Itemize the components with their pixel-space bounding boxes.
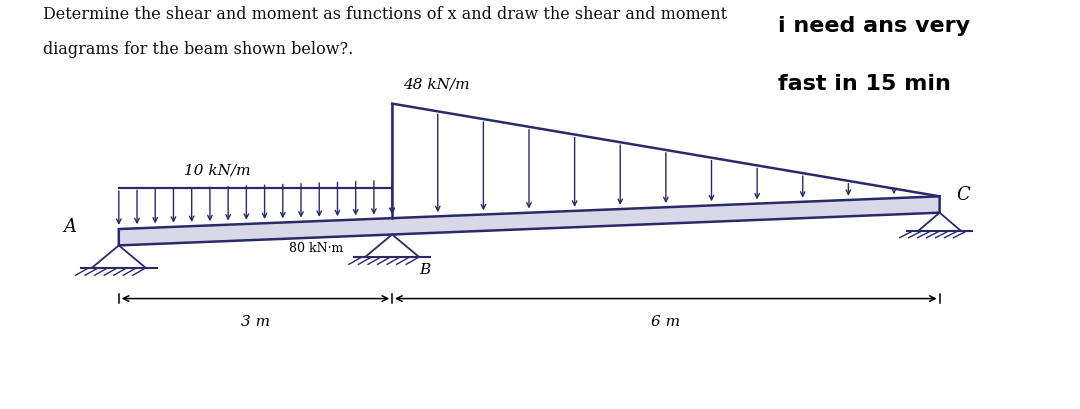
Text: fast in 15 min: fast in 15 min: [778, 74, 950, 94]
Text: 48 kN/m: 48 kN/m: [403, 77, 470, 91]
Polygon shape: [365, 234, 419, 257]
Text: B: B: [419, 263, 430, 277]
Text: i need ans very: i need ans very: [778, 16, 970, 36]
Text: C: C: [956, 186, 970, 204]
Text: diagrams for the beam shown below?.: diagrams for the beam shown below?.: [43, 41, 353, 58]
Polygon shape: [918, 213, 961, 231]
Text: 80 kN·m: 80 kN·m: [289, 242, 343, 255]
Text: Determine the shear and moment as functions of x and draw the shear and moment: Determine the shear and moment as functi…: [43, 6, 727, 23]
Text: A: A: [64, 218, 77, 236]
Text: 10 kN/m: 10 kN/m: [184, 164, 251, 178]
Polygon shape: [119, 196, 940, 245]
Text: 3 m: 3 m: [241, 315, 270, 329]
Text: 6 m: 6 m: [651, 315, 680, 329]
Polygon shape: [92, 245, 146, 268]
